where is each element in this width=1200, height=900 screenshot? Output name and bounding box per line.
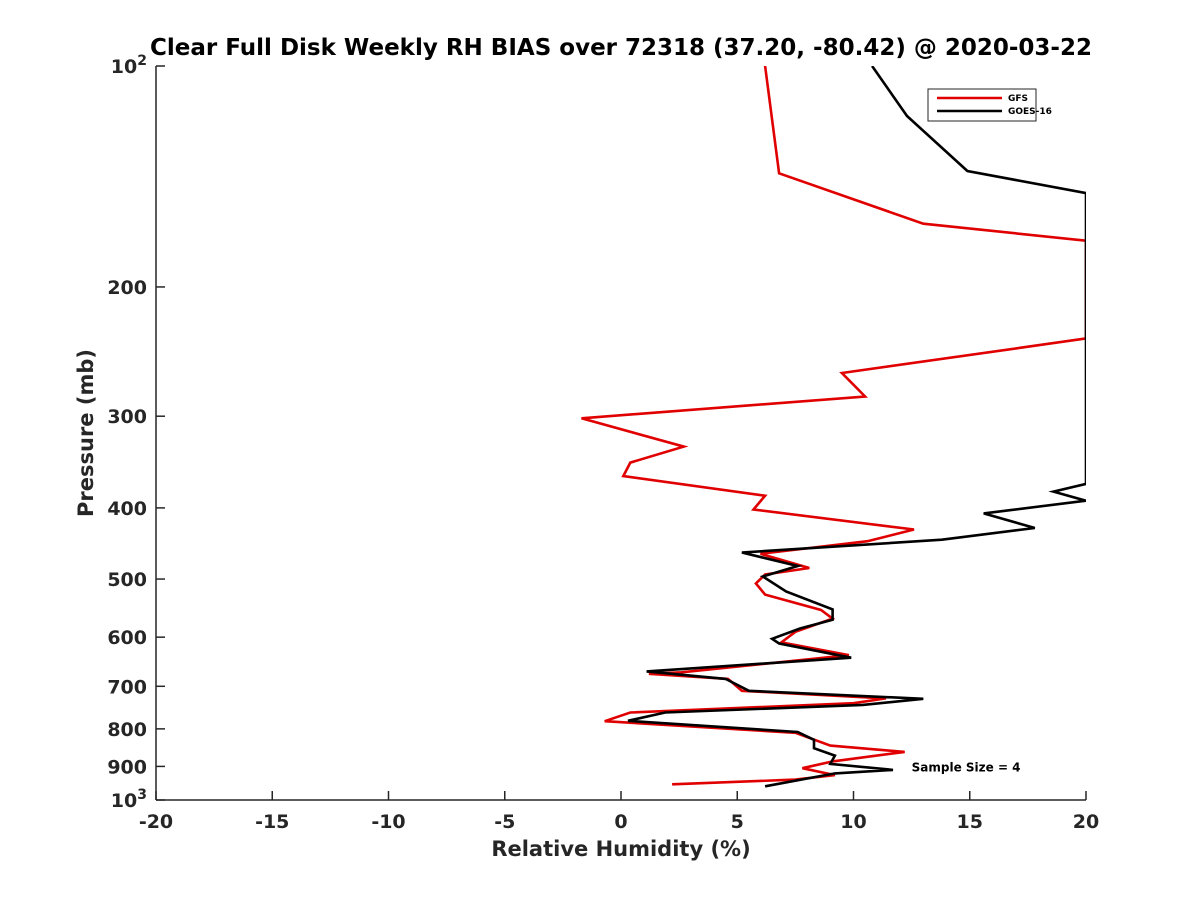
legend-label: GFS	[1008, 94, 1028, 104]
annotation-layer: Sample Size = 4	[912, 760, 1021, 774]
x-tick-label: -10	[371, 811, 405, 833]
y-tick-label: 900	[107, 756, 147, 778]
x-axis-label: Relative Humidity (%)	[491, 837, 750, 861]
chart-title: Clear Full Disk Weekly RH BIAS over 7231…	[150, 35, 1092, 61]
y-tick-label: 800	[107, 719, 147, 741]
x-tick-label: 0	[614, 811, 627, 833]
y-tick-label: 102	[111, 53, 147, 78]
x-tick-label: 15	[957, 811, 983, 833]
y-tick-label: 600	[107, 627, 147, 649]
y-axis-label: Pressure (mb)	[74, 349, 98, 517]
y-tick-label: 300	[107, 406, 147, 428]
y-tick-label: 400	[107, 498, 147, 520]
legend-label: GOES-16	[1008, 107, 1052, 117]
legend: GFS GOES-16	[927, 88, 1052, 122]
y-tick-label: 500	[107, 569, 147, 591]
series-line-goes-16	[627, 66, 1086, 788]
y-tick-label: 700	[107, 676, 147, 698]
series-layer	[581, 66, 1086, 788]
y-tick-label: 200	[107, 277, 147, 299]
x-tick-label: -20	[139, 811, 173, 833]
sample-size-annotation: Sample Size = 4	[912, 760, 1021, 774]
ticks-layer: -20 -15 -10 -5 0 5 10 15 20 200 300 400 500 600 700 800…	[107, 53, 1099, 833]
x-tick-label: -5	[494, 811, 515, 833]
x-tick-label: 10	[840, 811, 866, 833]
x-tick-label: 5	[731, 811, 744, 833]
y-tick-label: 103	[111, 787, 147, 812]
legend-box	[927, 88, 1037, 122]
x-tick-label: 20	[1073, 811, 1099, 833]
x-tick-label: -15	[255, 811, 289, 833]
